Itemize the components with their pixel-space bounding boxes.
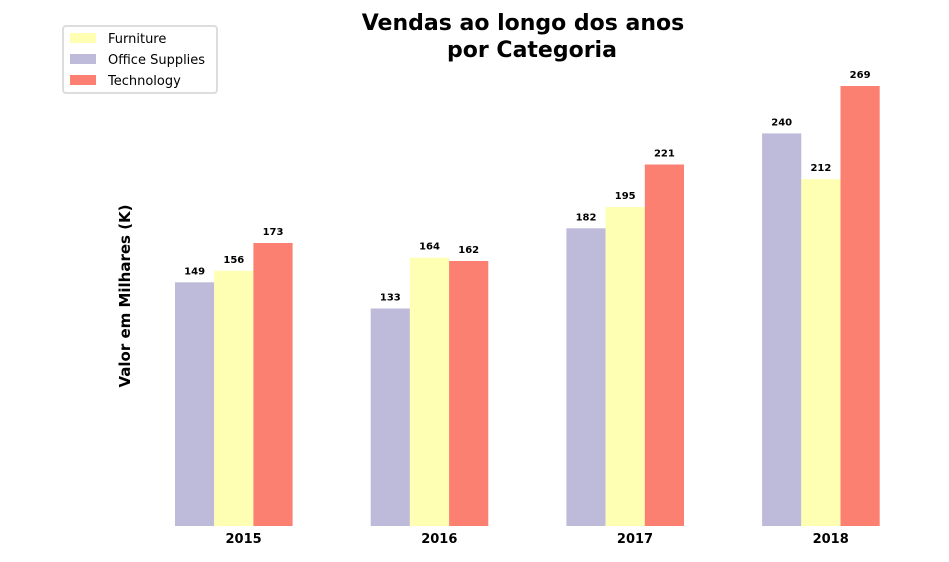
bars-group (175, 86, 880, 527)
bar-technology-2016 (449, 261, 489, 526)
data-label-furniture-2018: 212 (810, 163, 831, 174)
legend-swatch-furniture (70, 33, 96, 43)
data-label-office-supplies-2015: 149 (184, 266, 205, 277)
bar-technology-2018 (840, 86, 880, 526)
bar-office-supplies-2018 (762, 133, 802, 526)
data-labels-group: 149 156 173 133 164 162 182 195 221 240 212 269 (184, 70, 870, 304)
x-tick-label-2017: 2017 (617, 532, 653, 547)
legend-swatch-office-supplies (70, 54, 96, 64)
bar-furniture-2015 (214, 270, 254, 526)
bar-office-supplies-2015 (175, 282, 215, 526)
data-label-office-supplies-2018: 240 (771, 117, 792, 128)
data-label-furniture-2017: 195 (615, 191, 636, 202)
x-tick-label-2016: 2016 (421, 532, 457, 547)
bar-technology-2015 (253, 243, 293, 526)
legend: Furniture Office Supplies Technology (62, 25, 218, 94)
data-label-furniture-2016: 164 (419, 242, 440, 253)
data-label-technology-2015: 173 (263, 227, 284, 238)
data-label-furniture-2015: 156 (223, 255, 244, 266)
x-tick-label-2015: 2015 (226, 532, 262, 547)
bar-technology-2017 (644, 164, 684, 526)
chart-title-line-1: Vendas ao longo dos anos (362, 11, 685, 36)
data-label-office-supplies-2016: 133 (380, 293, 401, 304)
bar-office-supplies-2016 (370, 308, 410, 526)
x-tick-labels-group: 2015 2016 2017 2018 (226, 532, 849, 547)
data-label-technology-2017: 221 (654, 149, 675, 160)
legend-swatch-technology (70, 75, 96, 85)
data-label-technology-2016: 162 (458, 245, 479, 256)
x-tick-label-2018: 2018 (813, 532, 849, 547)
legend-label-office-supplies: Office Supplies (108, 53, 205, 68)
legend-label-furniture: Furniture (108, 32, 166, 47)
bar-furniture-2017 (605, 207, 645, 526)
bar-furniture-2018 (801, 179, 841, 526)
bar-furniture-2016 (409, 257, 450, 526)
y-axis-label: Valor em Milhares (K) (116, 204, 134, 387)
legend-label-technology: Technology (107, 74, 181, 89)
data-label-technology-2018: 269 (850, 70, 871, 81)
legend-box (62, 25, 218, 94)
data-label-office-supplies-2017: 182 (576, 212, 597, 223)
bar-office-supplies-2017 (566, 228, 606, 527)
chart-title-line-2: por Categoria (447, 38, 617, 63)
